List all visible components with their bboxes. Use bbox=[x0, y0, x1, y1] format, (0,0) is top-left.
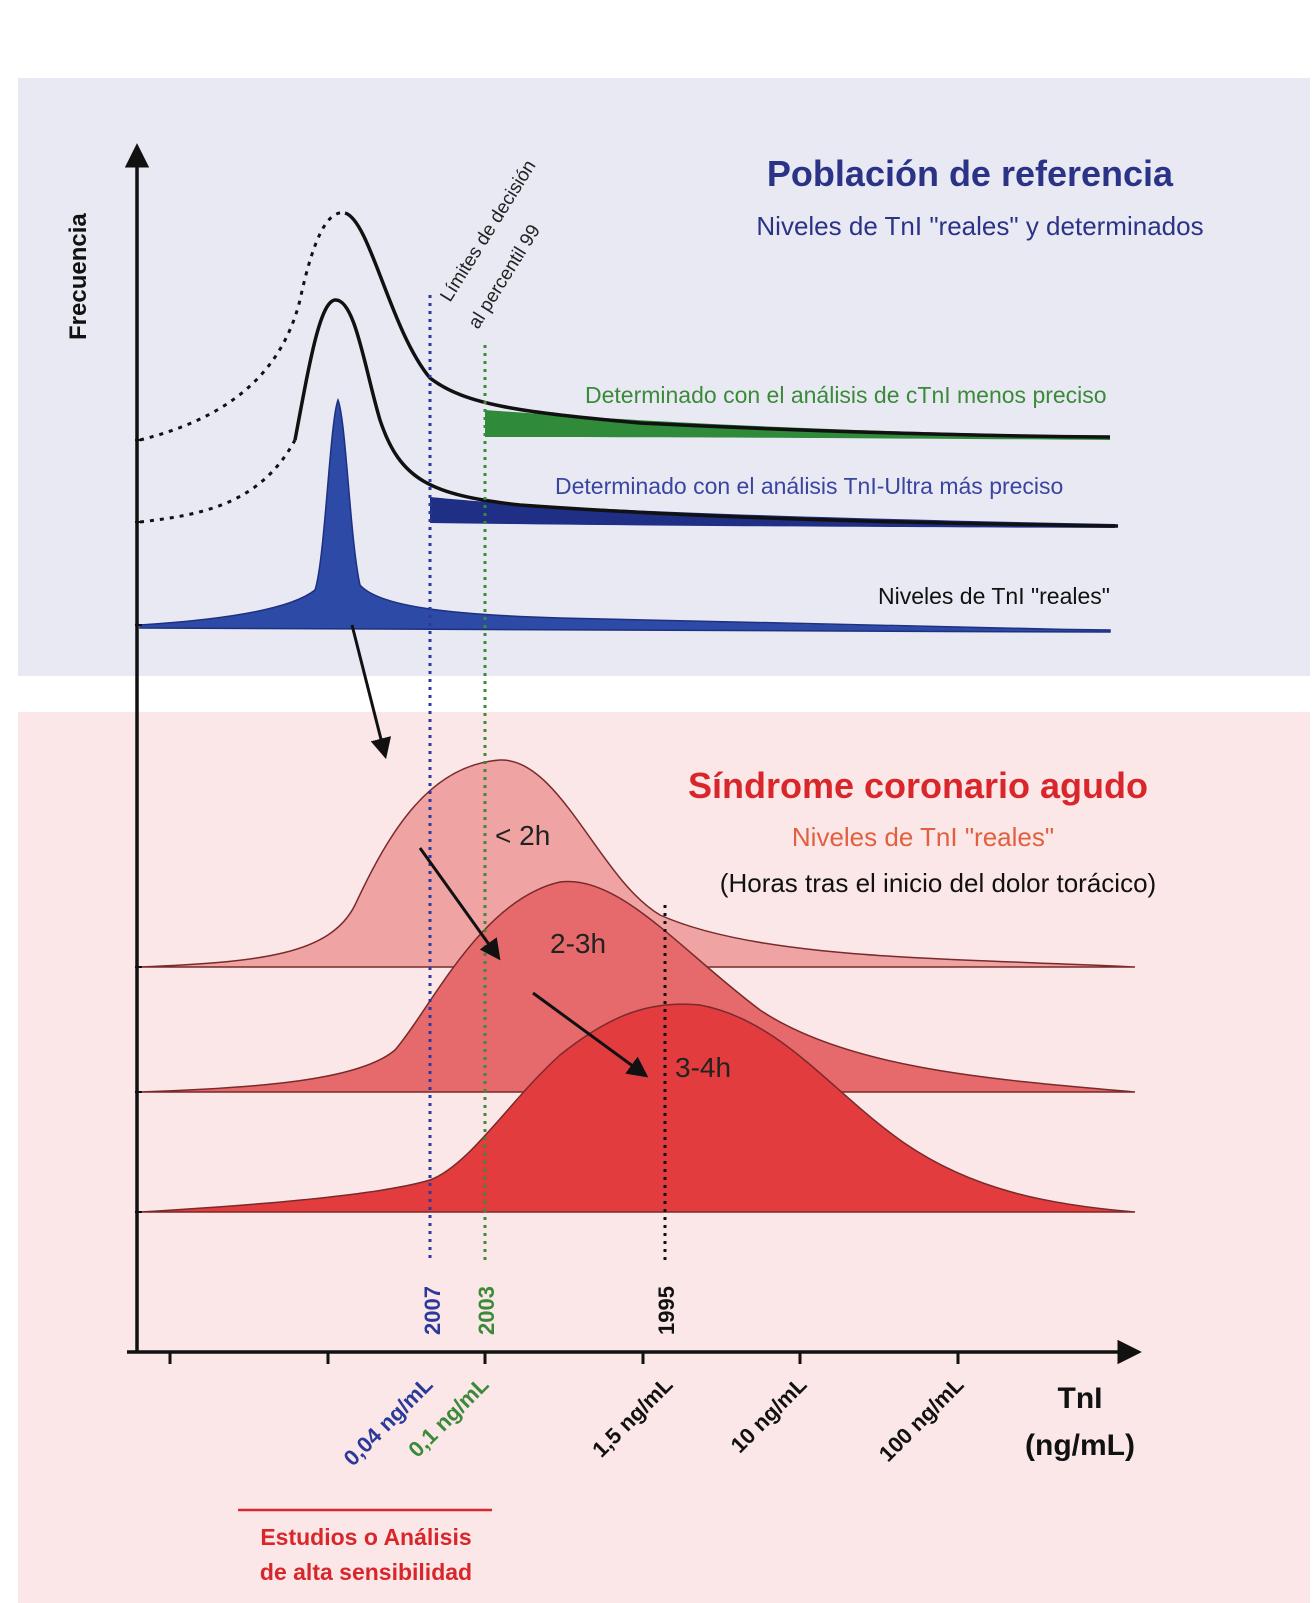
curve-label-lt2h: < 2h bbox=[495, 820, 550, 851]
true-levels-label: Niveles de TnI "reales" bbox=[878, 583, 1110, 609]
less-precise-curve bbox=[344, 211, 1111, 439]
acs-note: (Horas tras el inicio del dolor torácico… bbox=[720, 868, 1156, 898]
curve-label-2-3h: 2-3h bbox=[550, 928, 606, 959]
less-precise-curve-dotted bbox=[139, 211, 346, 442]
less-precise-label: Determinado con el análisis de cTnI meno… bbox=[585, 382, 1107, 408]
reference-panel bbox=[18, 78, 1310, 676]
y-axis-label: Frecuencia bbox=[65, 213, 92, 340]
tnl-ultra-curve-dotted bbox=[139, 439, 297, 524]
shift-arrow-lt2h-to-2-3h bbox=[418, 847, 501, 961]
tnl-ultra-label: Determinado con el análisis TnI-Ultra má… bbox=[555, 473, 1063, 499]
acs-curve-3-4h bbox=[139, 1003, 1136, 1213]
footnote-line1: Estudios o Análisis bbox=[260, 1524, 471, 1550]
reference-subtitle: Niveles de TnI "reales" y determinados bbox=[756, 211, 1203, 241]
acs-curve-2-3h bbox=[139, 880, 1136, 1093]
acs-title: Síndrome coronario agudo bbox=[688, 765, 1148, 806]
curve-label-3-4h: 3-4h bbox=[675, 1052, 731, 1083]
acs-subtitle: Niveles de TnI "reales" bbox=[792, 822, 1054, 852]
tnl-ultra-curve bbox=[293, 298, 1119, 528]
shift-arrow-2-3h-to-3-4h bbox=[532, 991, 649, 1078]
true-levels-curve bbox=[139, 397, 1111, 633]
year-label-1995: 1995 bbox=[654, 1286, 679, 1335]
less-precise-tail-fill bbox=[485, 410, 1110, 440]
acs-curve-lt2h bbox=[139, 759, 1136, 968]
x-axis-label-line1: TnI bbox=[1058, 1382, 1103, 1415]
tnl-ultra-tail-fill bbox=[430, 497, 1115, 528]
year-label-2003: 2003 bbox=[474, 1286, 499, 1335]
year-label-2007: 2007 bbox=[420, 1286, 445, 1335]
footnote-line2: de alta sensibilidad bbox=[260, 1559, 472, 1585]
shift-arrow-reference-to-acs bbox=[350, 624, 392, 760]
reference-title: Población de referencia bbox=[767, 153, 1174, 194]
x-axis-label-line2: (ng/mL) bbox=[1025, 1429, 1135, 1462]
